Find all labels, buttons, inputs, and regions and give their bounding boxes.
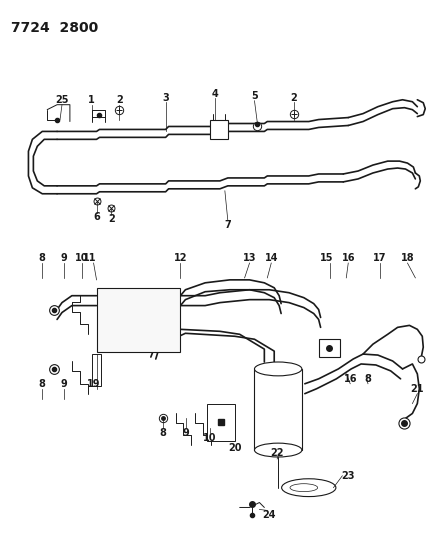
Text: 9: 9 [60,379,67,389]
Text: 16: 16 [341,253,355,263]
Text: 9: 9 [60,253,67,263]
Text: 25: 25 [55,95,69,105]
Text: 12: 12 [174,253,187,263]
Ellipse shape [290,484,317,491]
Text: 8: 8 [159,428,166,438]
Text: 10: 10 [75,253,88,263]
Bar [97,288,181,352]
Text: 18: 18 [401,253,414,263]
Text: 1: 1 [88,95,95,105]
Text: 11: 11 [83,253,97,263]
Bar [207,403,235,441]
Text: 21: 21 [411,384,424,394]
Ellipse shape [281,479,336,497]
Text: 8: 8 [39,253,46,263]
Text: 6: 6 [93,212,100,222]
Ellipse shape [254,443,302,457]
Text: 5: 5 [251,91,258,101]
Text: 20: 20 [228,443,242,453]
Bar [254,369,302,450]
Text: 4: 4 [211,89,218,99]
Text: 24: 24 [263,511,276,520]
Ellipse shape [254,362,302,376]
Text: 10: 10 [203,433,217,443]
Text: 2: 2 [116,95,123,105]
Bar [210,119,228,139]
Text: 23: 23 [341,471,355,481]
Text: 17: 17 [373,253,387,263]
Text: 14: 14 [265,253,278,263]
Text: 7: 7 [224,221,231,230]
Bar [319,339,340,357]
Text: 8: 8 [365,374,372,384]
Bar [92,354,102,386]
Text: 22: 22 [270,448,284,458]
Text: 16: 16 [344,374,357,384]
Text: 2: 2 [290,93,297,103]
Text: 2: 2 [108,214,115,223]
Text: 7724  2800: 7724 2800 [11,21,98,35]
Text: 19: 19 [87,379,100,389]
Text: 3: 3 [162,93,169,103]
Text: 9: 9 [183,428,190,438]
Text: 13: 13 [243,253,256,263]
Text: 15: 15 [320,253,333,263]
Text: 8: 8 [39,379,46,389]
